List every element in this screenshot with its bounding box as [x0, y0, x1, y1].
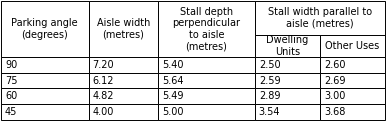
Text: 6.12: 6.12 — [93, 76, 114, 86]
Text: Other Uses: Other Uses — [325, 41, 379, 51]
Text: Aisle width
(metres): Aisle width (metres) — [97, 18, 150, 40]
Bar — [158, 57, 255, 73]
Bar — [255, 57, 320, 73]
Text: 2.89: 2.89 — [259, 91, 280, 101]
Text: 90: 90 — [5, 60, 17, 70]
Text: 2.59: 2.59 — [259, 76, 280, 86]
Text: 4.82: 4.82 — [93, 91, 114, 101]
Bar — [255, 73, 320, 88]
Bar — [158, 104, 255, 120]
Bar — [88, 88, 158, 104]
Text: 4.00: 4.00 — [93, 107, 114, 117]
Text: 5.64: 5.64 — [162, 76, 184, 86]
Bar — [320, 35, 385, 57]
Bar — [1, 1, 88, 57]
Bar — [88, 57, 158, 73]
Bar — [255, 1, 385, 35]
Bar — [88, 73, 158, 88]
Bar — [158, 1, 255, 57]
Bar — [1, 88, 88, 104]
Bar — [255, 88, 320, 104]
Text: Parking angle
(degrees): Parking angle (degrees) — [12, 18, 78, 40]
Text: Dwelling
Units: Dwelling Units — [266, 35, 308, 57]
Text: 2.60: 2.60 — [324, 60, 345, 70]
Text: 2.69: 2.69 — [324, 76, 345, 86]
Bar — [255, 104, 320, 120]
Text: Stall depth
perpendicular
to aisle
(metres): Stall depth perpendicular to aisle (metr… — [173, 7, 240, 51]
Text: 45: 45 — [5, 107, 17, 117]
Text: 7.20: 7.20 — [93, 60, 114, 70]
Text: 5.49: 5.49 — [162, 91, 184, 101]
Bar — [1, 104, 88, 120]
Text: 5.40: 5.40 — [162, 60, 184, 70]
Bar — [320, 104, 385, 120]
Bar — [88, 104, 158, 120]
Bar — [1, 57, 88, 73]
Text: 2.50: 2.50 — [259, 60, 280, 70]
Bar — [320, 57, 385, 73]
Bar — [255, 35, 320, 57]
Text: Stall width parallel to
aisle (metres): Stall width parallel to aisle (metres) — [268, 7, 372, 29]
Text: 3.54: 3.54 — [259, 107, 280, 117]
Bar — [1, 73, 88, 88]
Text: 3.00: 3.00 — [324, 91, 345, 101]
Text: 60: 60 — [5, 91, 17, 101]
Bar — [158, 73, 255, 88]
Text: 5.00: 5.00 — [162, 107, 184, 117]
Text: 3.68: 3.68 — [324, 107, 345, 117]
Bar — [320, 73, 385, 88]
Bar — [88, 1, 158, 57]
Bar — [320, 88, 385, 104]
Text: 75: 75 — [5, 76, 17, 86]
Bar — [158, 88, 255, 104]
